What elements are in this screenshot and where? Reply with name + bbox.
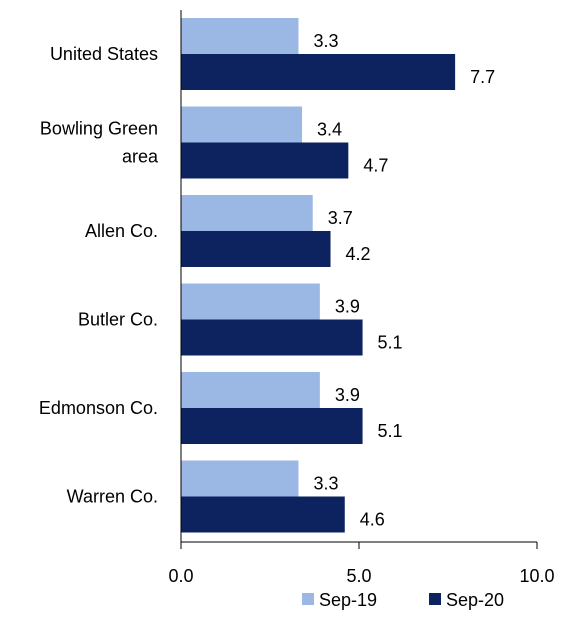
data-label: 7.7 (470, 67, 495, 87)
legend-swatch-sep-20 (429, 593, 441, 605)
category-label: Butler Co. (78, 310, 158, 330)
data-label: 3.3 (313, 474, 338, 494)
axes-group: 0.0 5.0 10.0 (168, 10, 555, 586)
bar-sep-20-2 (181, 231, 331, 267)
bars-group (181, 18, 456, 533)
x-tick-label: 5.0 (346, 566, 371, 586)
data-label: 5.1 (378, 333, 403, 353)
legend: Sep-19 Sep-20 (302, 590, 504, 610)
data-label: 4.7 (363, 156, 388, 176)
bar-sep-20-1 (181, 142, 349, 179)
bar-sep-20-3 (181, 319, 363, 356)
data-labels-group: 3.3 7.7 3.4 4.7 3.7 4.2 3.9 5.1 3.9 5.1 3.3 4.6 (313, 31, 495, 530)
category-label: Edmonson Co. (39, 398, 158, 418)
data-label: 3.3 (313, 31, 338, 51)
bar-sep-19-0 (181, 18, 299, 54)
legend-swatch-sep-19 (302, 593, 314, 605)
x-tick-label: 0.0 (168, 566, 193, 586)
data-label: 3.9 (335, 297, 360, 317)
data-label: 4.2 (346, 244, 371, 264)
bar-sep-20-5 (181, 496, 345, 533)
data-label: 4.6 (360, 510, 385, 530)
category-label: Warren Co. (67, 487, 158, 507)
legend-label: Sep-19 (319, 590, 377, 610)
category-label: Allen Co. (85, 221, 158, 241)
data-label: 3.7 (328, 208, 353, 228)
bar-sep-20-4 (181, 408, 363, 444)
legend-label: Sep-20 (446, 590, 504, 610)
category-label: area (122, 147, 159, 167)
bar-sep-19-3 (181, 283, 320, 320)
data-label: 3.4 (317, 120, 342, 140)
data-label: 5.1 (378, 421, 403, 441)
bar-sep-19-5 (181, 460, 299, 497)
x-tick-label: 10.0 (519, 566, 554, 586)
bar-sep-19-1 (181, 106, 303, 143)
category-label: United States (50, 44, 158, 64)
data-label: 3.9 (335, 385, 360, 405)
bar-sep-19-4 (181, 372, 320, 408)
bar-sep-19-2 (181, 195, 313, 231)
category-label: Bowling Green (40, 119, 158, 139)
category-labels-group: United States Bowling Green area Allen Co. B… (39, 44, 159, 507)
bar-sep-20-0 (181, 54, 456, 90)
